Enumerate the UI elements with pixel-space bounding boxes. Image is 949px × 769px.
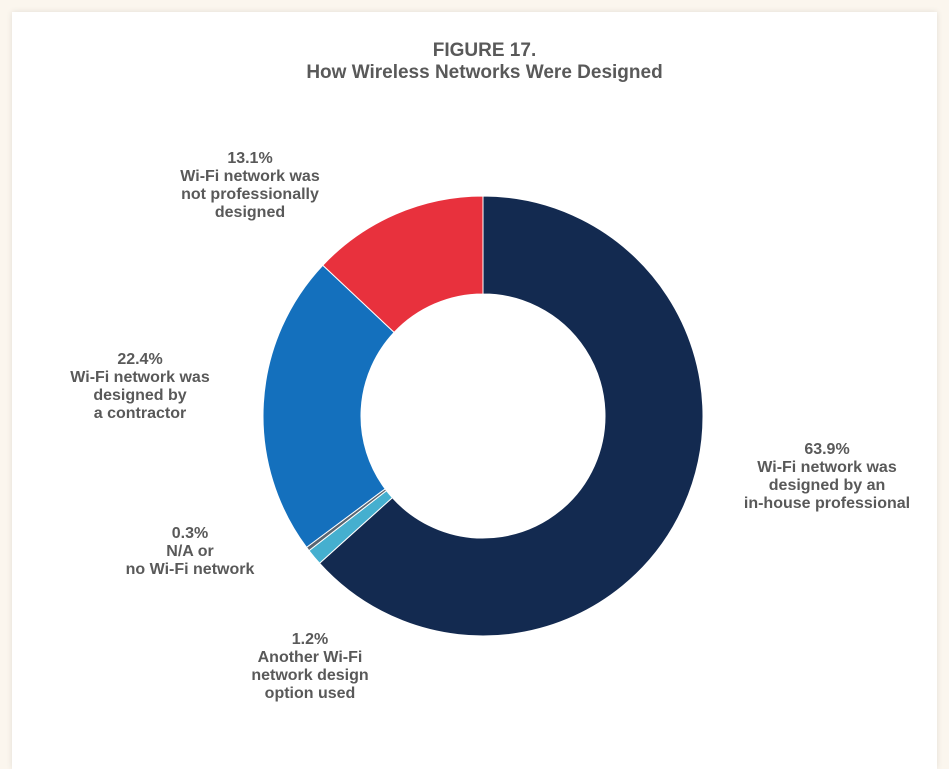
- slice-label-contractor-pct: 22.4%: [117, 351, 163, 368]
- slice-label-contractor-line-3: a contractor: [93, 405, 187, 422]
- slice-label-not-professional-line-2: not professionally: [181, 186, 319, 203]
- slice-label-another-option-line-2: network design: [251, 667, 369, 684]
- slice-label-contractor-line-1: Wi-Fi network was: [70, 369, 210, 386]
- slice-label-not-professional-pct: 13.1%: [227, 150, 273, 167]
- slice-label-na: 0.3% N/A or no Wi-Fi network: [90, 525, 290, 579]
- slice-label-na-pct: 0.3%: [171, 525, 209, 542]
- chart-title-line-2: How Wireless Networks Were Designed: [306, 62, 663, 83]
- chart-title: FIGURE 17. How Wireless Networks Were De…: [0, 40, 949, 84]
- slice-label-not-professional-line-1: Wi-Fi network was: [180, 168, 320, 185]
- donut-slice-not-professional: [322, 195, 484, 334]
- slice-label-in-house: 63.9% Wi-Fi network was designed by an i…: [712, 441, 942, 513]
- donut-slice-in-house: [318, 195, 704, 637]
- chart-title-line-1: FIGURE 17.: [432, 40, 537, 61]
- slice-label-na-line-2: no Wi-Fi network: [125, 561, 255, 578]
- slice-label-another-option: 1.2% Another Wi-Fi network design option…: [200, 631, 420, 703]
- slice-label-in-house-line-1: Wi-Fi network was: [757, 459, 897, 476]
- slice-label-another-option-pct: 1.2%: [291, 631, 329, 648]
- slice-label-not-professional: 13.1% Wi-Fi network was not professional…: [140, 150, 360, 222]
- slice-label-another-option-line-1: Another Wi-Fi: [257, 649, 363, 666]
- slice-label-contractor: 22.4% Wi-Fi network was designed by a co…: [30, 351, 250, 423]
- slice-label-in-house-line-3: in-house professional: [743, 495, 911, 512]
- donut-slice-contractor: [262, 264, 395, 549]
- slice-label-not-professional-line-3: designed: [214, 204, 286, 221]
- slice-label-in-house-pct: 63.9%: [804, 441, 850, 458]
- slice-label-na-line-1: N/A or: [166, 543, 214, 560]
- slice-label-another-option-line-3: option used: [264, 685, 356, 702]
- figure-card: [12, 12, 937, 769]
- slice-label-contractor-line-2: designed by: [93, 387, 187, 404]
- slice-label-in-house-line-2: designed by an: [768, 477, 886, 494]
